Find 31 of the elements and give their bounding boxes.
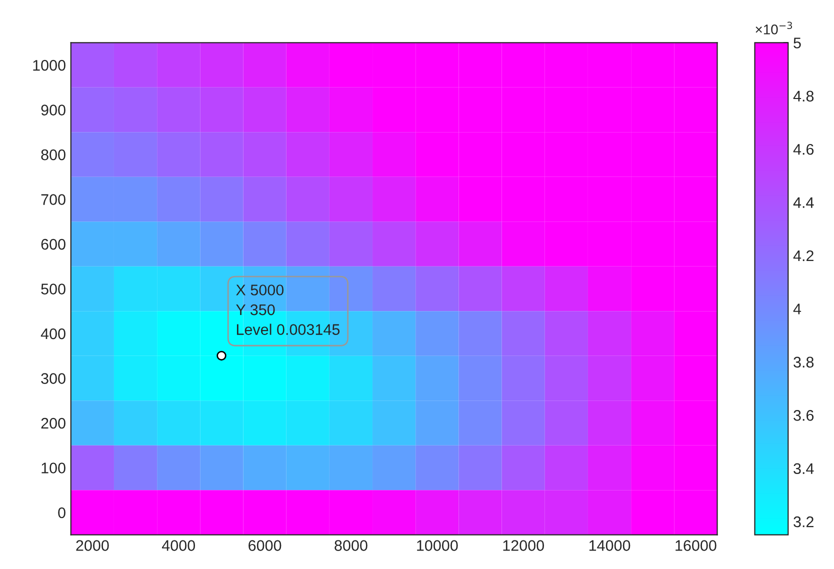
x-tick-label: 8000: [334, 540, 368, 551]
color-bar-label: 3.8: [794, 356, 814, 368]
y-tick-label: 100: [42, 462, 66, 474]
y-tick-label: 300: [41, 373, 66, 384]
color-bar-label: 4.6: [793, 144, 814, 155]
x-tick-label: 6000: [248, 540, 282, 551]
y-tick-label: 700: [41, 194, 66, 205]
x-tick-label: 16000: [676, 540, 716, 551]
annotation: X 5000 Y 350 Level 0.003145: [236, 284, 340, 335]
x-tick-label: 4000: [162, 540, 196, 551]
color-bar-label: 3.4: [794, 463, 814, 474]
x-tick-label: 2000: [76, 540, 109, 551]
color-bar-label: 4.2: [793, 250, 814, 262]
color-bar-label: 5: [794, 38, 801, 48]
color-bar-label: 3.2: [794, 516, 814, 528]
color-bar-label: 3.6: [794, 410, 814, 421]
color-bar-title: ×10$^{−3}$: [756, 22, 792, 34]
y-tick-label: 1000: [33, 60, 66, 71]
y-tick-label: 600: [41, 238, 66, 250]
y-tick-label: 800: [41, 149, 66, 160]
color-bar-label: 4.8: [793, 90, 814, 102]
x-tick-label: 12000: [503, 540, 544, 551]
y-tick-label: 200: [41, 418, 66, 429]
y-tick-label: 900: [41, 104, 66, 116]
color-bar-label: 4.4: [793, 197, 814, 208]
y-tick-label: 400: [40, 328, 66, 340]
y-tick-label: 500: [41, 284, 66, 294]
x-tick-label: 10000: [417, 540, 458, 551]
color-bar-label: 4: [793, 304, 802, 314]
x-tick-label: 14000: [589, 540, 630, 551]
y-tick-label: 0: [58, 507, 66, 518]
